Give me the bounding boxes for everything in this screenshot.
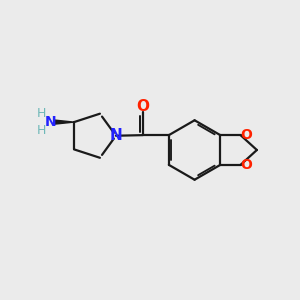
Text: N: N xyxy=(110,128,122,142)
Text: O: O xyxy=(136,99,149,114)
Text: O: O xyxy=(240,158,252,172)
Text: H: H xyxy=(37,124,46,137)
Text: N: N xyxy=(44,115,56,129)
Polygon shape xyxy=(54,120,74,124)
Text: O: O xyxy=(240,128,252,142)
Text: H: H xyxy=(37,107,46,120)
